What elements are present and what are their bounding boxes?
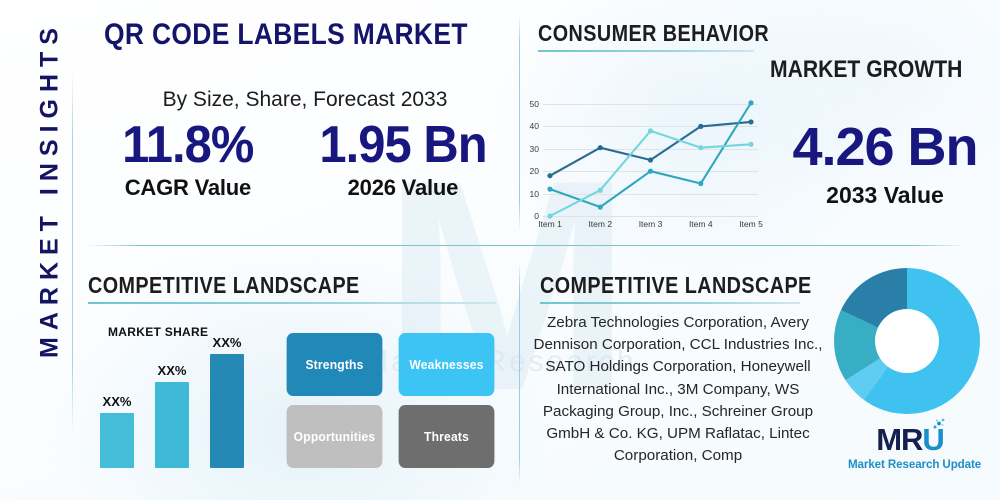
- market-share-title: MARKET SHARE: [108, 325, 209, 339]
- logo-mark: MRU: [876, 418, 945, 457]
- chart-gridline: [543, 216, 758, 217]
- line-data-point: [748, 141, 754, 147]
- chart-y-tick-label: 20: [529, 166, 539, 177]
- competitive-landscape-left-heading: COMPETITIVE LANDSCAPE: [88, 272, 360, 298]
- company-list: Zebra Technologies Corporation, Avery De…: [533, 314, 823, 465]
- market-growth-value: 4.26 Bn: [792, 117, 978, 177]
- vertical-divider-top: [519, 14, 520, 232]
- consumer-behavior-heading: CONSUMER BEHAVIOR: [538, 20, 770, 46]
- chart-x-tick-label: Item 3: [638, 219, 663, 229]
- chart-x-tick-label: Item 5: [739, 219, 763, 229]
- brand-logo: MRU Market Research Update: [848, 418, 982, 471]
- stat-2026: 1.95 Bn 2026 Value: [314, 116, 492, 201]
- chart-y-tick-label: 10: [529, 188, 539, 199]
- side-divider: [72, 72, 73, 432]
- chart-gridline: [543, 104, 758, 105]
- horizontal-divider: [86, 245, 966, 246]
- logo-subtitle: Market Research Update: [848, 458, 982, 471]
- line-data-point: [547, 173, 553, 179]
- line-data-point: [547, 213, 553, 219]
- market-growth-heading: MARKET GROWTH: [770, 56, 963, 83]
- chart-y-tick-label: 0: [534, 211, 539, 221]
- consumer-behavior-line-chart: 0 10 20 30 40 50 Item 1 Item 2 Item 3 Item 4 Item …: [530, 99, 763, 229]
- line-data-point: [647, 157, 654, 163]
- competitive-landscape-right-heading: COMPETITIVE LANDSCAPE: [540, 272, 812, 298]
- stat-2026-value: 1.95 Bn: [319, 116, 487, 174]
- chart-gridline: [543, 126, 758, 128]
- logo-sparkle-icon: [933, 418, 945, 429]
- swot-box-strengths[interactable]: Strengths: [286, 333, 383, 396]
- line-data-point: [597, 145, 603, 151]
- logo-mark-u: U: [922, 422, 944, 457]
- chart-x-tick-label: Item 4: [688, 219, 713, 229]
- bar-value-label: XX%: [157, 363, 187, 379]
- stat-cagr: 11.8% CAGR Value: [118, 116, 258, 201]
- chart-y-tick-label: 50: [529, 99, 539, 109]
- chart-gridline: [543, 193, 758, 195]
- page-subtitle: By Size, Share, Forecast 2033: [162, 88, 448, 111]
- line-data-point: [698, 145, 704, 151]
- vertical-divider-bottom: [519, 262, 520, 484]
- chart-x-tick-label: Item 1: [538, 219, 562, 229]
- donut-hole: [875, 309, 939, 373]
- logo-mark-mr: MR: [876, 422, 923, 457]
- bar: [100, 413, 134, 468]
- bar-value-label: XX%: [212, 334, 242, 350]
- market-share-bar-chart: XX% XX% XX%: [100, 334, 260, 468]
- chart-x-tick-label: Item 2: [588, 219, 613, 229]
- line-data-point: [698, 123, 704, 129]
- page-title: QR CODE LABELS MARKET: [104, 18, 468, 51]
- swot-box-weaknesses[interactable]: Weaknesses: [398, 333, 495, 396]
- line-data-point: [597, 204, 603, 210]
- market-growth-label: 2033 Value: [826, 182, 944, 208]
- line-series: [548, 101, 753, 209]
- stat-2026-label: 2026 Value: [347, 175, 459, 201]
- line-data-point: [698, 180, 704, 187]
- swot-box-opportunities[interactable]: Opportunities: [286, 405, 383, 468]
- line-data-point: [647, 128, 654, 134]
- side-label-market-insights: MARKET INSIGHTS: [35, 21, 64, 358]
- chart-y-tick-label: 30: [529, 143, 539, 154]
- stat-cagr-value: 11.8%: [122, 116, 254, 174]
- stat-cagr-label: CAGR Value: [124, 175, 252, 201]
- bar: [210, 353, 244, 468]
- consumer-behavior-rule: [538, 50, 754, 52]
- line-data-point: [597, 187, 603, 193]
- line-chart-svg: [547, 100, 754, 219]
- line-data-point: [547, 186, 553, 192]
- bar: [155, 382, 189, 468]
- swot-box-threats[interactable]: Threats: [398, 405, 495, 468]
- line-data-point: [647, 168, 654, 174]
- chart-gridline: [543, 148, 758, 150]
- headline-stats: 11.8% CAGR Value 1.95 Bn 2026 Value: [90, 116, 520, 201]
- line-data-point: [748, 119, 754, 125]
- competitive-landscape-left-rule: [88, 302, 496, 304]
- competitive-landscape-right-rule: [540, 302, 800, 304]
- swot-grid: Strengths Weaknesses Opportunities Threats: [283, 333, 498, 468]
- bar-value-label: XX%: [102, 394, 132, 410]
- chart-y-tick-label: 40: [529, 121, 539, 132]
- line-data-point: [748, 100, 754, 106]
- market-share-donut-chart: [834, 268, 980, 414]
